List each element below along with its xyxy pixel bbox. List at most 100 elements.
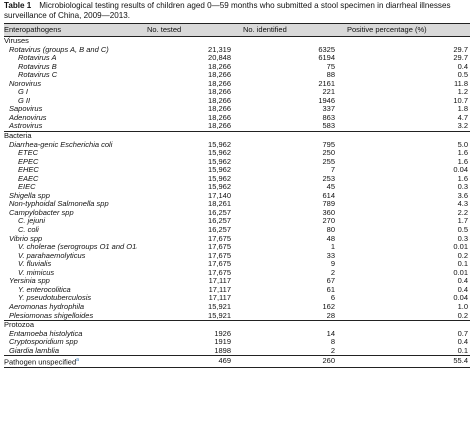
positive-percentage-cell: 0.01 xyxy=(337,243,470,252)
no-tested-text: 17,675 xyxy=(208,260,231,269)
table-row: C. coli 16,257 80 0.5 xyxy=(4,226,470,235)
pathogen-name-cell: V. parahaemolyticus xyxy=(4,252,137,261)
pathogen-name-cell: V. cholerae (serogroups O1 and O139) xyxy=(4,243,137,252)
no-identified-cell xyxy=(233,320,337,330)
pathogen-name-cell: Giardia lamblia xyxy=(4,347,137,356)
pathogen-name-text: V. cholerae (serogroups O1 and O139) xyxy=(18,243,137,252)
no-tested-text: 15,962 xyxy=(208,157,231,166)
no-identified-cell: 48 xyxy=(233,235,337,244)
no-identified-cell: 14 xyxy=(233,330,337,339)
section-row: Bacteria xyxy=(4,131,470,141)
no-tested-cell: 18,266 xyxy=(137,80,233,89)
pathogen-name-cell: G I xyxy=(4,88,137,97)
no-tested-text: 15,962 xyxy=(208,149,231,158)
pathogen-name-text: Adenovirus xyxy=(9,113,47,122)
no-identified-text: 8 xyxy=(330,338,335,347)
no-tested-text: 17,117 xyxy=(208,277,231,286)
no-tested-text: 18,266 xyxy=(208,122,231,131)
pathogen-name-cell: Y. pseudotuberculosis xyxy=(4,294,137,303)
no-identified-cell: 1946 xyxy=(233,97,337,106)
no-identified-cell: 255 xyxy=(233,158,337,167)
positive-percentage-text: 10.7 xyxy=(453,96,468,105)
positive-percentage-cell: 0.2 xyxy=(337,252,470,261)
pathogen-name-cell: Rotavirus A xyxy=(4,54,137,63)
section-row: Pathogen unspecifieda 469 260 55.4 xyxy=(4,355,470,369)
pathogen-name-cell: Norovirus xyxy=(4,80,137,89)
no-identified-text: 9 xyxy=(330,260,335,269)
positive-percentage-cell: 1.6 xyxy=(337,149,470,158)
table-row: EAEC 15,962 253 1.6 xyxy=(4,175,470,184)
positive-percentage-text: 1.6 xyxy=(457,174,468,183)
table-row: Yersinia spp 17,117 67 0.4 xyxy=(4,277,470,286)
no-identified-text: 7 xyxy=(330,166,335,175)
no-identified-cell: 253 xyxy=(233,175,337,184)
positive-percentage-cell: 3.6 xyxy=(337,192,470,201)
no-identified-text: 2161 xyxy=(318,79,335,88)
positive-percentage-text: 0.1 xyxy=(457,346,468,355)
table-row: Shigella spp 17,140 614 3.6 xyxy=(4,192,470,201)
no-tested-text: 17,140 xyxy=(208,191,231,200)
positive-percentage-cell: 4.3 xyxy=(337,200,470,209)
pathogen-name-text: V. parahaemolyticus xyxy=(18,251,86,260)
pathogen-name-cell: Entamoeba histolytica xyxy=(4,330,137,339)
no-tested-text: 18,266 xyxy=(208,88,231,97)
no-tested-cell: 17,675 xyxy=(137,243,233,252)
no-tested-text: 18,266 xyxy=(208,105,231,114)
table-row: C. jejuni 16,257 270 1.7 xyxy=(4,217,470,226)
positive-percentage-text: 0.3 xyxy=(457,234,468,243)
no-tested-cell: 20,848 xyxy=(137,54,233,63)
table-row: Rotavirus (groups A, B and C) 21,319 6325 2… xyxy=(4,46,470,55)
no-identified-text: 33 xyxy=(326,251,335,260)
no-tested-text: 1898 xyxy=(214,346,231,355)
pathogen-name-cell: EIEC xyxy=(4,183,137,192)
pathogen-name-cell: Vibrio spp xyxy=(4,235,137,244)
pathogen-name-text: Vibrio spp xyxy=(9,234,43,243)
pathogen-name-text: Bacteria xyxy=(4,131,32,141)
no-tested-cell: 17,675 xyxy=(137,252,233,261)
positive-percentage-cell: 1.7 xyxy=(337,217,470,226)
pathogen-name-text: Aeromonas hydrophila xyxy=(9,302,85,311)
positive-percentage-text: 0.04 xyxy=(453,294,468,303)
table-row: Vibrio spp 17,675 48 0.3 xyxy=(4,235,470,244)
no-tested-cell: 15,921 xyxy=(137,303,233,312)
no-identified-cell: 88 xyxy=(233,71,337,80)
no-identified-text: 360 xyxy=(322,208,335,217)
no-identified-cell: 863 xyxy=(233,114,337,123)
table-row: Plesiomonas shigelloides 15,921 28 0.2 xyxy=(4,312,470,321)
footnote-marker[interactable]: a xyxy=(76,357,79,364)
header-enteropathogens: Enteropathogens xyxy=(4,23,137,37)
pathogen-name-text: Norovirus xyxy=(9,79,42,88)
no-identified-text: 270 xyxy=(322,217,335,226)
positive-percentage-text: 1.7 xyxy=(457,217,468,226)
positive-percentage-cell: 0.4 xyxy=(337,63,470,72)
table-row: Entamoeba histolytica 1926 14 0.7 xyxy=(4,330,470,339)
table-container: Table 1 Microbiological testing results o… xyxy=(4,0,470,369)
no-identified-text: 1946 xyxy=(318,96,335,105)
pathogen-name-text: Sapovirus xyxy=(9,105,43,114)
no-tested-cell: 15,962 xyxy=(137,158,233,167)
no-tested-cell: 17,140 xyxy=(137,192,233,201)
pathogen-name-text: G II xyxy=(18,96,31,105)
pathogen-name-text: Y. pseudotuberculosis xyxy=(18,294,92,303)
no-tested-cell: 15,962 xyxy=(137,166,233,175)
table-row: Cryptosporidium spp 1919 8 0.4 xyxy=(4,338,470,347)
section-row: Protozoa xyxy=(4,320,470,330)
pathogen-name-text: V. fluvialis xyxy=(18,260,52,269)
no-identified-cell: 28 xyxy=(233,312,337,321)
positive-percentage-cell: 1.6 xyxy=(337,158,470,167)
no-tested-text: 1926 xyxy=(214,329,231,338)
pathogen-name-text: Rotavirus B xyxy=(18,62,57,71)
pathogen-name-cell: Campylobacter spp xyxy=(4,209,137,218)
pathogen-name-cell: Diarrhea-genic Escherichia coli xyxy=(4,141,137,150)
positive-percentage-cell: 2.2 xyxy=(337,209,470,218)
no-identified-cell: 270 xyxy=(233,217,337,226)
no-identified-text: 88 xyxy=(326,71,335,80)
positive-percentage-text: 0.4 xyxy=(457,277,468,286)
table-row: EHEC 15,962 7 0.04 xyxy=(4,166,470,175)
pathogen-name-cell: EHEC xyxy=(4,166,137,175)
no-tested-text: 18,266 xyxy=(208,79,231,88)
no-identified-cell: 6 xyxy=(233,294,337,303)
no-tested-cell: 15,962 xyxy=(137,141,233,150)
no-identified-text: 6325 xyxy=(318,45,335,54)
no-tested-text: 16,257 xyxy=(208,208,231,217)
